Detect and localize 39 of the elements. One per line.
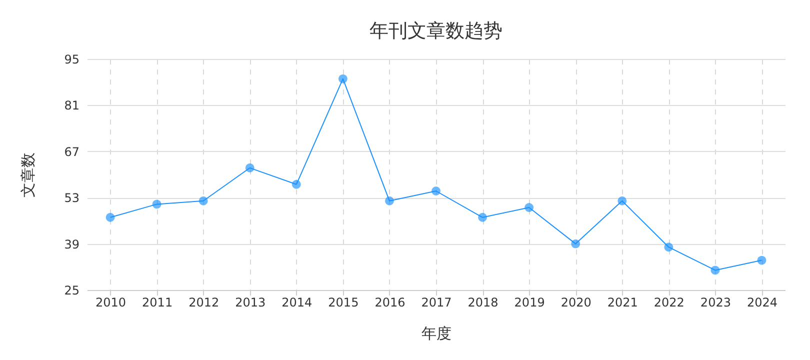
x-tick-label: 2011	[142, 296, 173, 310]
x-tick-label: 2017	[421, 296, 452, 310]
point	[384, 196, 394, 206]
x-tick-label: 2013	[235, 296, 266, 310]
x-tick-label: 2014	[282, 296, 312, 310]
y-tick-label: 81	[64, 98, 80, 113]
point	[152, 200, 162, 209]
x-tick-label: 2019	[514, 296, 545, 310]
y-tick-label: 25	[64, 284, 80, 298]
y-tick-label: 67	[64, 144, 80, 159]
x-tick-label: 2010	[95, 296, 126, 310]
y-tick-label: 53	[64, 191, 80, 206]
point	[432, 186, 440, 196]
y-axis-title: 文章数	[19, 152, 38, 198]
point	[618, 196, 627, 206]
point	[478, 212, 488, 222]
x-tick-label: 2020	[560, 296, 592, 310]
point	[664, 242, 674, 252]
x-axis-title: 年度	[422, 324, 452, 342]
point	[198, 196, 208, 206]
point	[710, 266, 720, 275]
point	[292, 180, 301, 189]
x-tick-label: 2012	[188, 296, 220, 310]
chart-title: 年刊文章数趋势	[370, 20, 502, 42]
x-tick-label: 2015	[328, 296, 359, 310]
point	[757, 256, 766, 265]
x-tick-label: 2023	[700, 296, 731, 310]
y-tick-label: 95	[64, 52, 80, 66]
x-tick-label: 2016	[374, 296, 406, 310]
point	[571, 239, 580, 248]
y-tick-label: 39	[64, 237, 80, 252]
x-tick-label: 2021	[607, 296, 638, 310]
x-tick-label: 2024	[746, 296, 778, 310]
x-tick-label: 2022	[654, 296, 684, 310]
point	[524, 203, 534, 212]
point	[338, 74, 348, 84]
x-tick-label: 2018	[468, 296, 498, 310]
point	[106, 212, 115, 222]
point	[245, 163, 254, 172]
